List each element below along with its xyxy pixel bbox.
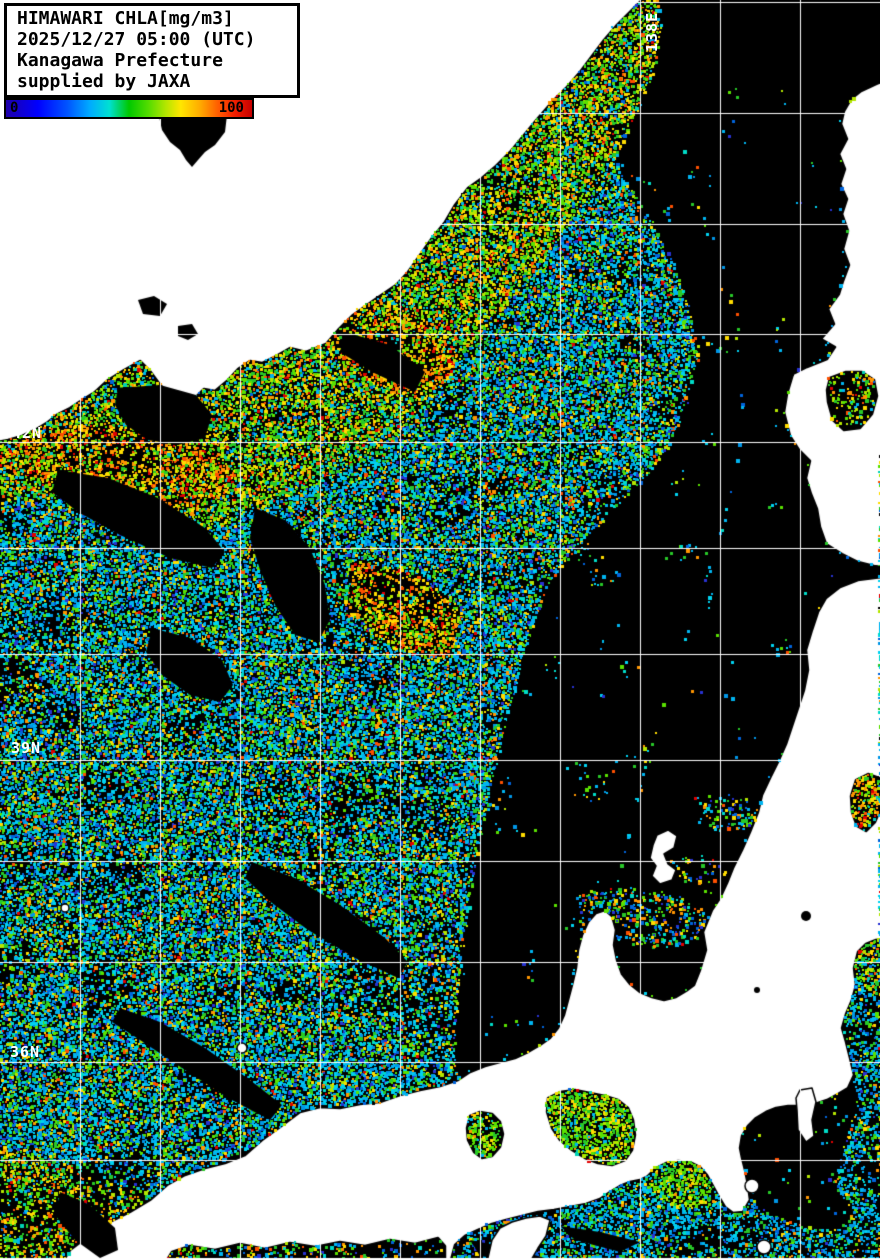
- grid-label-39n: 39N: [11, 739, 42, 757]
- title-region: Kanagawa Prefecture: [17, 50, 223, 71]
- grid-label-138e: 138E: [643, 11, 661, 52]
- grid-label-36n: 36N: [10, 1043, 41, 1061]
- title-product: HIMAWARI CHLA[mg/m3]: [17, 8, 234, 29]
- colorbar: 0 100: [4, 98, 254, 119]
- colorbar-min-label: 0: [10, 100, 19, 116]
- title-box: HIMAWARI CHLA[mg/m3] 2025/12/27 05:00 (U…: [4, 3, 300, 98]
- title-credit: supplied by JAXA: [17, 71, 191, 92]
- grid-label-42n: 42N: [12, 424, 43, 442]
- title-datetime: 2025/12/27 05:00 (UTC): [17, 29, 256, 50]
- colorbar-max-label: 100: [218, 100, 244, 116]
